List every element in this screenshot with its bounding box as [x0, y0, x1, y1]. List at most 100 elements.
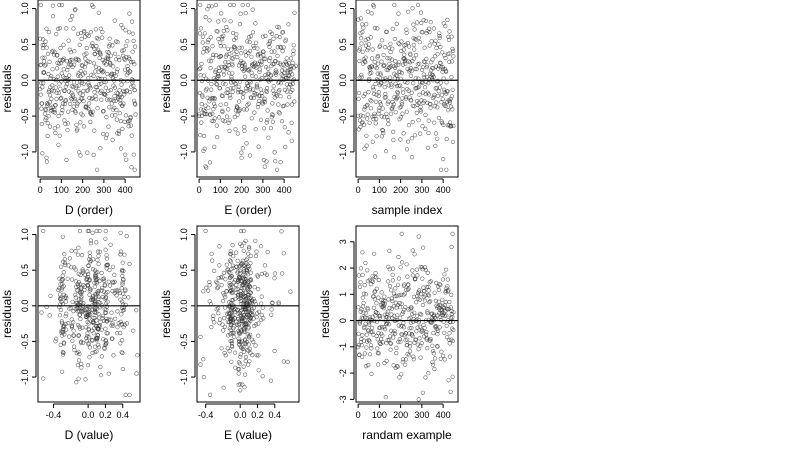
data-point [103, 338, 108, 343]
data-point [357, 46, 362, 51]
data-point [270, 112, 275, 117]
data-point [449, 34, 454, 39]
data-point [401, 131, 406, 136]
data-point [97, 82, 102, 87]
data-point [109, 323, 114, 328]
data-point [241, 364, 246, 369]
data-point [127, 89, 133, 95]
data-point [229, 74, 234, 80]
data-point [77, 351, 82, 357]
data-point [238, 228, 244, 234]
data-point [81, 81, 86, 86]
data-point [63, 314, 68, 319]
data-point [420, 65, 426, 70]
data-point [244, 107, 249, 112]
data-point [132, 167, 137, 172]
data-point [268, 55, 273, 61]
data-point [251, 64, 256, 69]
data-point [205, 40, 210, 45]
data-point [435, 105, 440, 110]
data-point [47, 313, 52, 318]
data-point [237, 361, 243, 366]
data-point [278, 81, 284, 86]
data-point [90, 320, 95, 325]
data-point [237, 99, 242, 104]
data-point [438, 44, 443, 50]
data-point [356, 345, 361, 350]
data-point [201, 148, 206, 153]
data-point [96, 345, 102, 350]
data-point [66, 334, 72, 339]
data-point [209, 251, 214, 256]
data-point [371, 116, 376, 122]
data-point [427, 29, 432, 35]
data-point [216, 311, 221, 316]
data-point [255, 46, 260, 51]
data-point [414, 52, 419, 58]
y-tick-label: 1.0 [20, 2, 30, 15]
data-point [108, 242, 113, 247]
data-point [94, 336, 99, 342]
data-point [96, 288, 101, 294]
data-point [363, 260, 368, 266]
data-point [112, 279, 117, 285]
data-point [356, 273, 361, 278]
data-point [396, 41, 401, 46]
data-point [387, 284, 393, 289]
data-point [387, 65, 392, 70]
data-point [230, 63, 235, 68]
data-point [436, 89, 441, 94]
data-point [247, 289, 252, 294]
data-point [73, 292, 78, 298]
data-point [107, 283, 112, 288]
data-point [72, 49, 77, 54]
data-point [201, 289, 206, 294]
data-point [254, 249, 259, 254]
data-point [104, 256, 110, 261]
data-point [207, 18, 212, 23]
data-point [411, 354, 416, 359]
data-point [92, 128, 97, 133]
data-point [228, 249, 233, 254]
x-axis-title: E (value) [224, 428, 272, 442]
data-point [251, 339, 256, 345]
data-point [411, 42, 416, 48]
data-point [381, 306, 386, 311]
data-point [101, 108, 106, 114]
data-point [416, 347, 421, 352]
data-point [248, 332, 253, 337]
data-point [97, 249, 102, 254]
data-point [75, 309, 80, 314]
data-point [385, 56, 390, 61]
data-point [114, 117, 119, 122]
data-point [434, 64, 439, 69]
data-point [240, 146, 245, 151]
data-point [131, 38, 136, 44]
data-point [102, 91, 107, 96]
data-point [402, 307, 407, 312]
data-point [356, 305, 361, 310]
data-point [54, 96, 59, 102]
data-point [414, 267, 419, 272]
data-point [112, 18, 117, 23]
data-point [212, 116, 217, 121]
data-point [120, 280, 125, 285]
data-point [39, 80, 44, 86]
data-point [64, 311, 69, 316]
x-axis-title: E (order) [224, 203, 271, 217]
data-point [390, 106, 395, 112]
data-point [401, 47, 406, 52]
data-point [243, 11, 248, 16]
data-point [384, 111, 389, 116]
data-point [71, 62, 77, 67]
data-point [117, 57, 122, 63]
data-point [131, 152, 136, 157]
data-point [391, 335, 396, 340]
data-point [99, 97, 104, 102]
data-point [260, 34, 266, 39]
data-point [394, 351, 399, 356]
data-point [127, 392, 132, 398]
data-point [375, 26, 380, 31]
data-point [95, 333, 100, 338]
data-point [60, 108, 65, 113]
